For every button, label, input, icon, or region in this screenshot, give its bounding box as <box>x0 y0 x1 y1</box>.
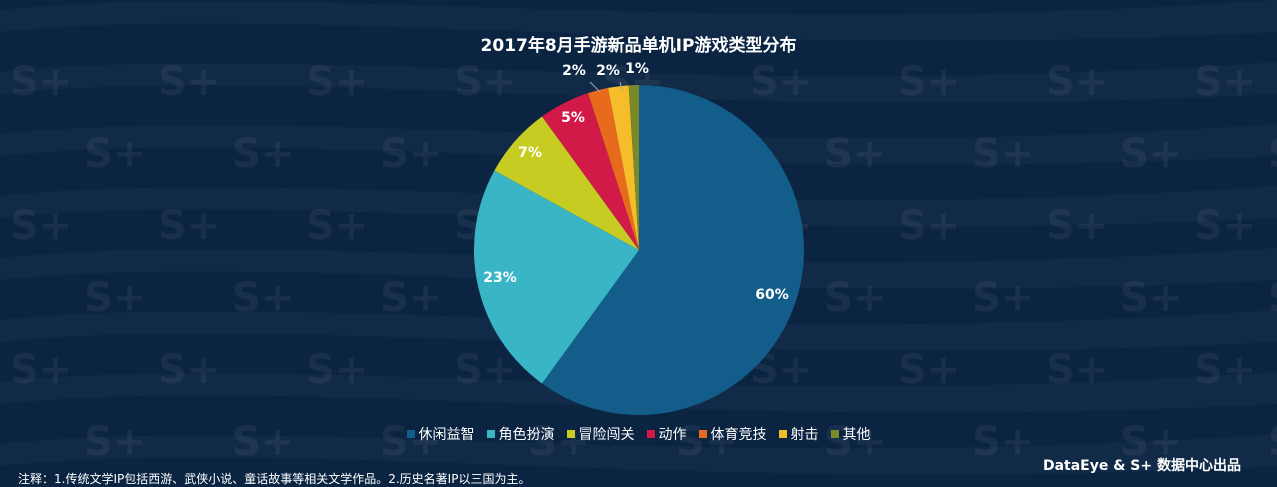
legend-item: 其他 <box>830 424 871 444</box>
legend-swatch <box>778 430 787 438</box>
watermark-logo: S+ <box>750 59 812 105</box>
data-label: 60% <box>755 287 789 303</box>
watermark-logo: S+ <box>306 59 368 105</box>
pie-slice <box>494 116 639 250</box>
watermark-logo: S+ <box>972 131 1034 177</box>
legend-item: 休闲益智 <box>406 424 475 444</box>
legend-swatch <box>698 430 707 438</box>
watermark-logo: S+ <box>1268 131 1277 177</box>
legend-item: 射击 <box>778 424 819 444</box>
watermark-logo: S+ <box>84 131 146 177</box>
watermark-logo: S+ <box>1120 275 1182 321</box>
pie-slice <box>608 85 639 250</box>
watermark-logo: S+ <box>824 275 886 321</box>
watermark-logo: S+ <box>158 347 220 393</box>
watermark-logo: S+ <box>454 347 516 393</box>
pie-slice <box>474 170 639 384</box>
chart-legend: 休闲益智 角色扮演 冒险闯关 动作 体育竞技 射击 其他 <box>0 424 1277 444</box>
watermark-logo: S+ <box>1268 419 1277 465</box>
watermark-logo: S+ <box>1046 203 1108 249</box>
legend-label: 射击 <box>790 427 819 443</box>
watermark-logo: S+ <box>898 59 960 105</box>
legend-item: 角色扮演 <box>486 424 555 444</box>
watermark-logo: S+ <box>380 131 442 177</box>
pie-slice <box>588 87 639 250</box>
legend-swatch <box>566 430 575 438</box>
legend-item: 体育竞技 <box>698 424 767 444</box>
leader-line <box>589 81 601 93</box>
watermark-logo: S+ <box>380 419 442 465</box>
pie-slice <box>628 85 639 250</box>
legend-swatch <box>486 430 495 438</box>
watermark-logo: S+ <box>1194 59 1256 105</box>
legend-item: 动作 <box>646 424 687 444</box>
watermark-logo: S+ <box>232 131 294 177</box>
watermark-logo: S+ <box>306 347 368 393</box>
pie-slice <box>542 85 804 416</box>
chart-title: 2017年8月手游新品单机IP游戏类型分布 <box>480 36 797 56</box>
legend-swatch <box>830 430 839 438</box>
legend-label: 其他 <box>842 427 871 443</box>
legend-label: 角色扮演 <box>498 427 555 443</box>
brand-credit: DataEye & S+ 数据中心出品 <box>1042 458 1241 474</box>
watermark-logo: S+ <box>306 203 368 249</box>
watermark-logo: S+ <box>380 275 442 321</box>
watermark-logo: S+ <box>232 275 294 321</box>
footnote: 注释：1.传统文学IP包括西游、武侠小说、童话故事等相关文学作品。2.历史名著I… <box>18 472 531 486</box>
watermark-logo: S+ <box>898 347 960 393</box>
watermark-logo: S+ <box>454 59 516 105</box>
watermark-logo: S+ <box>898 203 960 249</box>
watermark-logo: S+ <box>232 419 294 465</box>
watermark-logo: S+ <box>84 419 146 465</box>
watermark-logo: S+ <box>824 419 886 465</box>
watermark-logo: S+ <box>10 59 72 105</box>
watermark-logo: S+ <box>158 59 220 105</box>
data-label: 2% <box>562 63 586 79</box>
watermark-logo: S+ <box>528 419 590 465</box>
legend-label: 冒险闯关 <box>578 427 635 443</box>
watermark-logo: S+ <box>1046 347 1108 393</box>
data-label: 23% <box>483 270 517 286</box>
legend-label: 体育竞技 <box>710 427 767 443</box>
watermark-logo: S+ <box>1194 203 1256 249</box>
watermark-logo: S+ <box>84 275 146 321</box>
watermark-logo: S+ <box>10 347 72 393</box>
data-label: 5% <box>561 110 585 126</box>
watermark-logo: S+ <box>1268 275 1277 321</box>
data-label: 7% <box>518 145 542 161</box>
data-label: 2% <box>596 63 620 79</box>
watermark-logo: S+ <box>158 203 220 249</box>
legend-swatch <box>646 430 655 438</box>
watermark-logo: S+ <box>1120 419 1182 465</box>
watermark-logo: S+ <box>676 419 738 465</box>
watermark-logo: S+ <box>972 275 1034 321</box>
legend-label: 动作 <box>658 427 687 443</box>
watermark-logo: S+ <box>1046 59 1108 105</box>
legend-label: 休闲益智 <box>418 427 475 443</box>
watermark-logo: S+ <box>10 203 72 249</box>
watermark-logo: S+ <box>824 131 886 177</box>
legend-item: 冒险闯关 <box>566 424 635 444</box>
data-label: 1% <box>625 61 649 77</box>
leader-line <box>619 81 623 91</box>
watermark-logo: S+ <box>1120 131 1182 177</box>
legend-swatch <box>406 430 415 438</box>
watermark-logo: S+ <box>972 419 1034 465</box>
watermark-logo: S+ <box>1194 347 1256 393</box>
pie-slice <box>542 93 639 250</box>
